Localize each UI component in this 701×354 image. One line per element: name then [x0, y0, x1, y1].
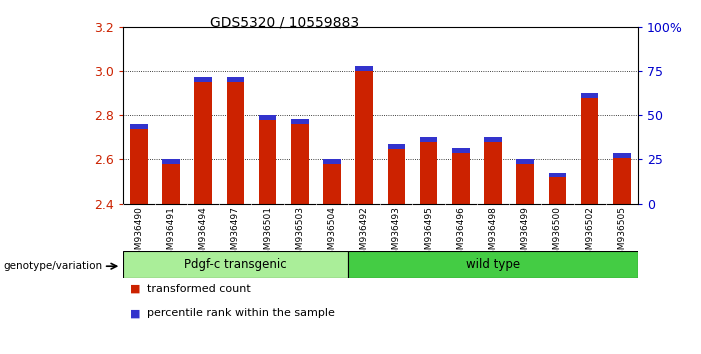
Text: Pdgf-c transgenic: Pdgf-c transgenic [184, 258, 287, 271]
Bar [452, 148, 470, 204]
Text: GSM936500: GSM936500 [553, 206, 562, 261]
Bar [162, 159, 180, 164]
Text: GSM936505: GSM936505 [618, 206, 626, 261]
Bar [323, 159, 341, 204]
Bar [388, 144, 405, 204]
Text: GSM936504: GSM936504 [327, 206, 336, 261]
Text: GDS5320 / 10559883: GDS5320 / 10559883 [210, 16, 360, 30]
Bar [517, 159, 534, 164]
Bar [194, 78, 212, 204]
Text: GSM936501: GSM936501 [263, 206, 272, 261]
Text: percentile rank within the sample: percentile rank within the sample [147, 308, 335, 318]
Bar [613, 153, 631, 204]
Bar [549, 172, 566, 177]
Text: GSM936502: GSM936502 [585, 206, 594, 261]
Bar [194, 78, 212, 82]
Bar [291, 120, 308, 124]
Bar [130, 124, 148, 129]
Text: GSM936497: GSM936497 [231, 206, 240, 261]
Bar [580, 93, 599, 204]
Bar [420, 137, 437, 204]
Text: GSM936495: GSM936495 [424, 206, 433, 261]
Text: GSM936492: GSM936492 [360, 206, 369, 261]
Bar [355, 67, 373, 204]
Text: ■: ■ [130, 308, 140, 318]
Text: GSM936496: GSM936496 [456, 206, 465, 261]
Bar [291, 120, 308, 204]
Bar [162, 159, 180, 204]
Bar [517, 159, 534, 204]
Bar [123, 251, 348, 278]
Bar [484, 137, 502, 142]
Text: wild type: wild type [466, 258, 520, 271]
Bar [613, 153, 631, 158]
Text: transformed count: transformed count [147, 284, 251, 293]
Bar [580, 93, 599, 98]
Text: GSM936503: GSM936503 [295, 206, 304, 261]
Bar [259, 115, 276, 204]
Bar [388, 144, 405, 149]
Text: GSM936499: GSM936499 [521, 206, 530, 261]
Bar [355, 67, 373, 71]
Bar [484, 137, 502, 204]
Bar [130, 124, 148, 204]
Bar [420, 137, 437, 142]
Text: GSM936491: GSM936491 [166, 206, 175, 261]
Text: genotype/variation: genotype/variation [4, 261, 102, 271]
Text: GSM936494: GSM936494 [198, 206, 207, 261]
Bar [226, 78, 244, 204]
Text: GSM936493: GSM936493 [392, 206, 401, 261]
Bar [259, 115, 276, 120]
Bar [452, 148, 470, 153]
Bar [549, 172, 566, 204]
Bar [348, 251, 638, 278]
Text: GSM936490: GSM936490 [135, 206, 143, 261]
Text: ■: ■ [130, 284, 140, 293]
Text: GSM936498: GSM936498 [489, 206, 498, 261]
Bar [323, 159, 341, 164]
Bar [226, 78, 244, 82]
